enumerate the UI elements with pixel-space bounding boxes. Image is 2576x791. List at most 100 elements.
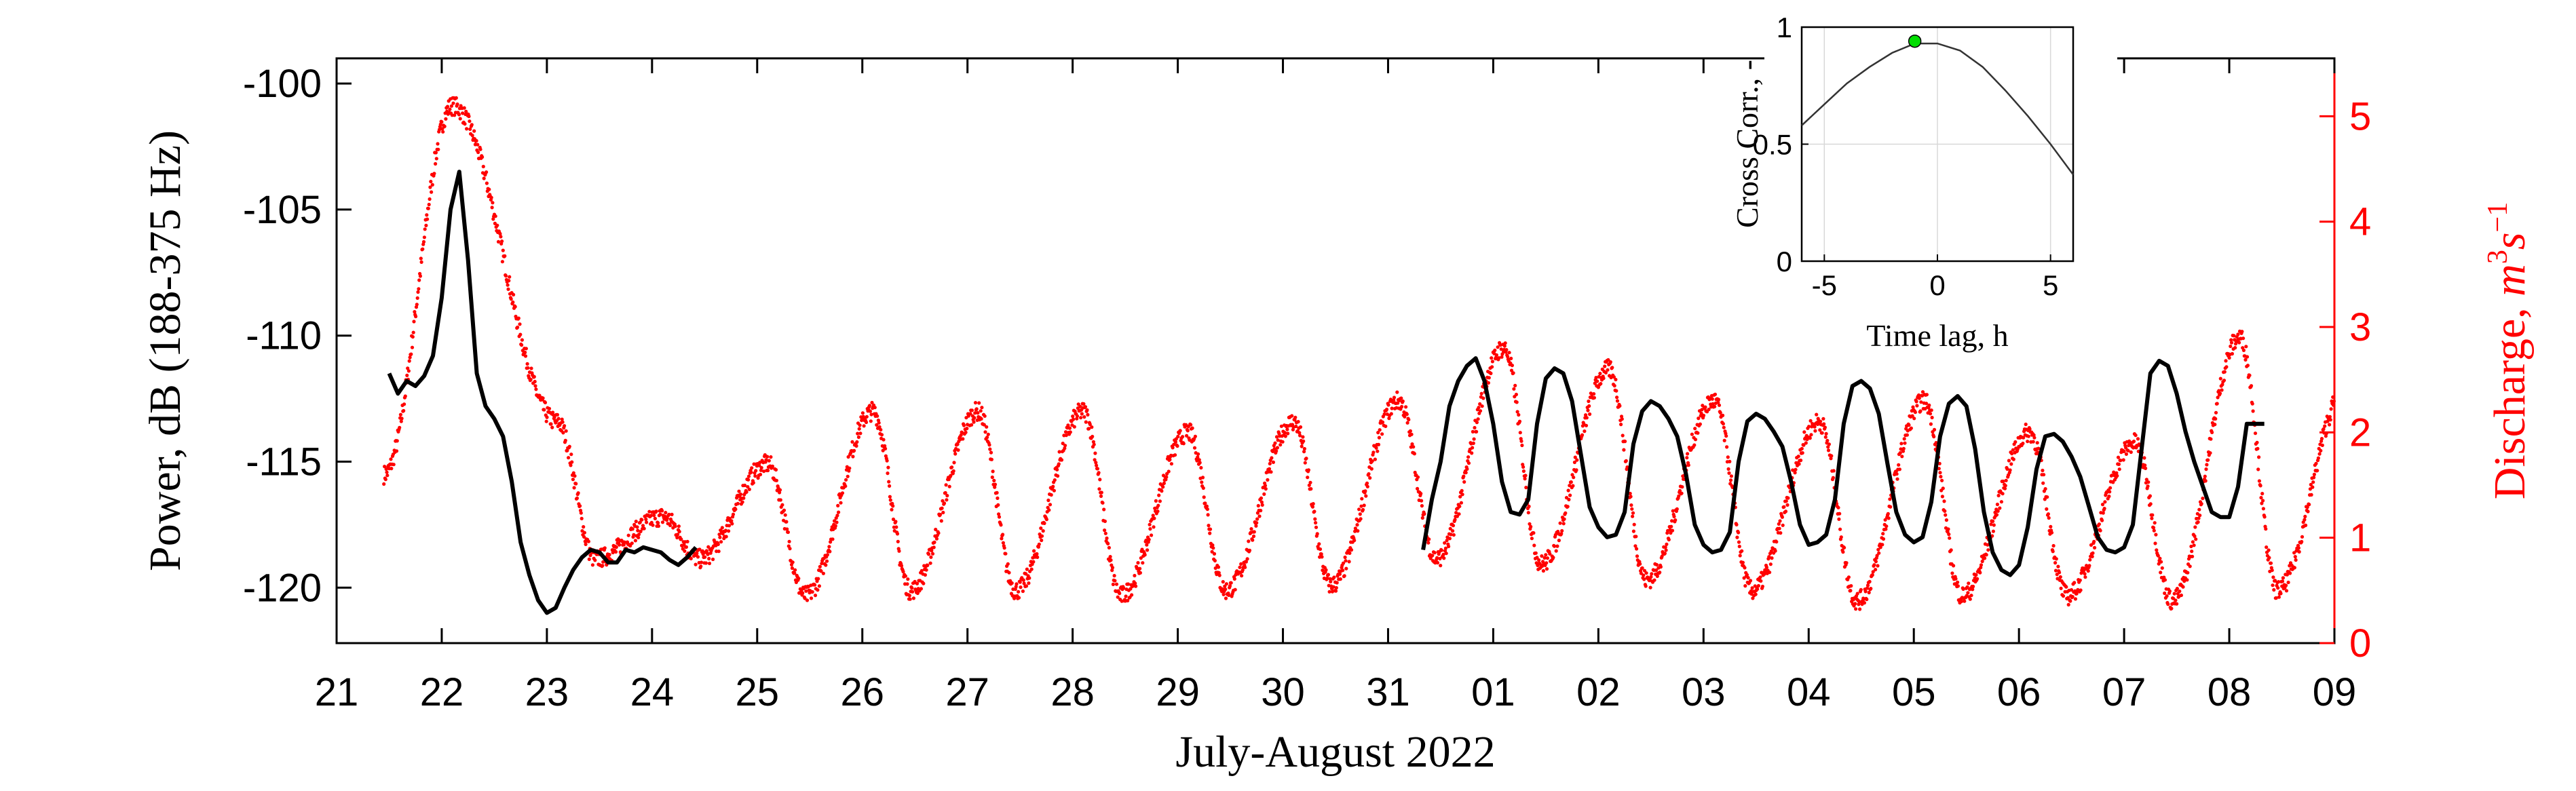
discharge-point xyxy=(2159,560,2163,564)
discharge-point xyxy=(888,498,892,502)
discharge-point xyxy=(1302,439,1306,443)
discharge-point xyxy=(582,525,586,529)
discharge-point xyxy=(2098,528,2102,533)
discharge-point xyxy=(1915,404,1919,408)
discharge-point xyxy=(1901,449,1906,453)
discharge-point xyxy=(633,539,638,543)
discharge-point xyxy=(2087,564,2091,568)
discharge-point xyxy=(421,239,426,244)
discharge-point xyxy=(1797,462,1801,466)
discharge-point xyxy=(840,491,845,495)
discharge-point xyxy=(1664,548,1668,552)
discharge-point xyxy=(1426,541,1431,545)
inset-x-tick-label: -5 xyxy=(1812,269,1837,301)
discharge-point xyxy=(864,420,869,425)
discharge-point xyxy=(1356,529,1360,533)
discharge-point xyxy=(950,465,954,469)
right-y-tick-label: 1 xyxy=(2349,516,2371,560)
discharge-point xyxy=(1407,418,1411,422)
discharge-point xyxy=(408,355,412,360)
discharge-point xyxy=(1830,454,1834,458)
discharge-point xyxy=(700,549,704,553)
discharge-point xyxy=(1228,584,1232,588)
discharge-point xyxy=(2026,440,2030,444)
discharge-point xyxy=(1937,467,1941,471)
discharge-point xyxy=(2309,482,2313,487)
discharge-point xyxy=(791,560,795,564)
x-tick-label: 06 xyxy=(1997,670,2041,714)
discharge-point xyxy=(774,467,778,472)
main-plot: 21 22 23 24 25 26 27 28 29 30 31 01 02 03 04 05 06 07 08 09… xyxy=(140,57,2535,777)
discharge-point xyxy=(2220,388,2224,392)
discharge-point xyxy=(1471,441,1475,446)
discharge-point xyxy=(1481,396,1485,400)
discharge-point xyxy=(1046,498,1050,503)
discharge-point xyxy=(1064,433,1068,438)
discharge-point xyxy=(2007,459,2011,463)
discharge-point xyxy=(1413,470,1417,475)
discharge-point xyxy=(2232,334,2236,338)
discharge-point xyxy=(2134,433,2138,438)
discharge-point xyxy=(1728,459,1732,464)
discharge-point xyxy=(1136,561,1140,565)
discharge-point xyxy=(804,589,808,593)
discharge-point xyxy=(2132,440,2136,444)
discharge-point xyxy=(1124,594,1128,598)
discharge-point xyxy=(647,509,651,514)
discharge-point xyxy=(491,201,495,205)
discharge-point xyxy=(2056,564,2060,568)
discharge-point xyxy=(1181,435,1185,439)
discharge-point xyxy=(1266,478,1270,482)
discharge-point xyxy=(1116,595,1120,599)
discharge-point xyxy=(2272,587,2276,592)
discharge-point xyxy=(711,557,715,562)
discharge-point xyxy=(516,325,520,330)
discharge-point xyxy=(1392,398,1396,402)
discharge-point xyxy=(1623,440,1627,444)
discharge-point xyxy=(1663,545,1667,549)
discharge-point xyxy=(2324,431,2328,436)
discharge-point xyxy=(520,338,525,342)
discharge-point xyxy=(1037,542,1041,546)
discharge-point xyxy=(891,517,896,522)
discharge-point xyxy=(1572,476,1576,480)
discharge-point xyxy=(1998,506,2002,510)
discharge-point xyxy=(1419,492,1423,496)
discharge-point xyxy=(1916,393,1921,398)
discharge-point xyxy=(941,510,945,515)
discharge-point xyxy=(1326,573,1330,577)
discharge-point xyxy=(1900,455,1904,459)
discharge-point xyxy=(2198,514,2202,518)
inset-y-tick-label: 0.5 xyxy=(1753,129,1792,161)
discharge-point xyxy=(1555,544,1559,548)
discharge-point xyxy=(992,478,996,483)
discharge-point xyxy=(384,467,388,471)
discharge-point xyxy=(1040,534,1044,538)
discharge-point xyxy=(1836,505,1840,509)
discharge-point xyxy=(1196,455,1200,459)
discharge-point xyxy=(1400,404,1404,409)
discharge-point xyxy=(1286,431,1290,436)
discharge-point xyxy=(934,527,938,532)
discharge-point xyxy=(1205,504,1209,508)
discharge-point xyxy=(2160,566,2164,570)
discharge-point xyxy=(1920,390,1925,394)
discharge-point xyxy=(1631,511,1635,515)
discharge-point xyxy=(2136,437,2140,441)
discharge-point xyxy=(2328,423,2332,427)
discharge-point xyxy=(1804,441,1808,445)
discharge-point xyxy=(1317,542,1321,546)
discharge-point xyxy=(1103,519,1107,524)
discharge-point xyxy=(2331,395,2335,400)
discharge-point xyxy=(1518,431,1522,435)
discharge-point xyxy=(1325,576,1329,581)
discharge-point xyxy=(1259,509,1263,513)
discharge-point xyxy=(1583,429,1587,433)
discharge-point xyxy=(632,533,636,537)
discharge-point xyxy=(1270,456,1274,460)
discharge-point xyxy=(507,279,511,283)
discharge-point xyxy=(1377,436,1381,440)
discharge-point xyxy=(2284,583,2288,587)
discharge-point xyxy=(1640,566,1644,571)
x-tick-label: 26 xyxy=(840,670,884,714)
